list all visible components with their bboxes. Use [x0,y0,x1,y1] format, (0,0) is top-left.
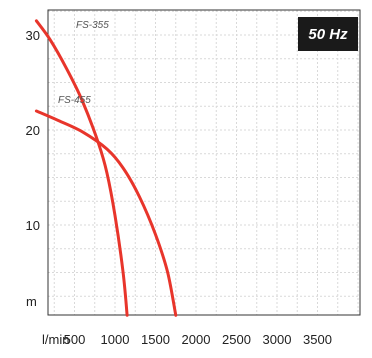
series-label-fs-355: FS-355 [76,20,109,31]
y-tick-label: 10 [26,218,40,233]
curves [34,19,178,317]
x-tick-label: 1500 [141,332,170,347]
x-tick-label: 2500 [222,332,251,347]
x-axis-label: l/min [42,332,69,347]
frequency-badge: 50 Hz [298,17,358,51]
x-tick-labels: 500 1000 1500 2000 2500 3000 3500 [64,332,332,347]
x-tick-label: 3000 [263,332,292,347]
y-tick-labels: 10 20 30 [26,28,40,233]
series-labels: FS-355 FS-455 [58,20,109,106]
x-tick-label: 3500 [303,332,332,347]
x-tick-label: 1000 [101,332,130,347]
series-label-fs-455: FS-455 [58,95,91,106]
x-tick-label: 500 [64,332,86,347]
grid [48,10,360,315]
y-tick-label: 20 [26,123,40,138]
y-axis-label: m [26,294,37,309]
frequency-badge-text: 50 Hz [308,26,348,43]
plot-frame [47,9,361,316]
series-line-fs-455 [34,109,178,317]
x-tick-label: 2000 [182,332,211,347]
series-line-fs-355 [34,19,129,317]
y-tick-label: 30 [26,28,40,43]
